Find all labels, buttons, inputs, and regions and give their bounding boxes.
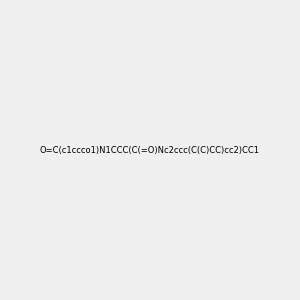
Text: O=C(c1ccco1)N1CCC(C(=O)Nc2ccc(C(C)CC)cc2)CC1: O=C(c1ccco1)N1CCC(C(=O)Nc2ccc(C(C)CC)cc2… [40, 146, 260, 154]
